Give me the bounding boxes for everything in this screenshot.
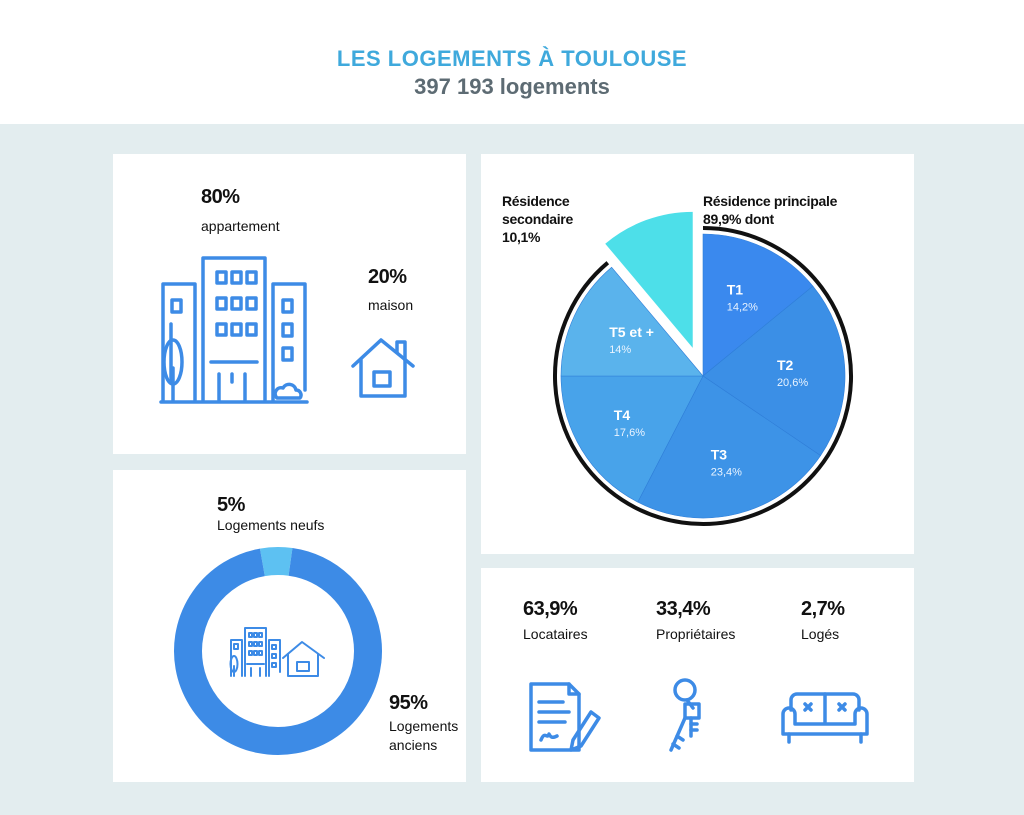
- old-housing-label: Logements anciens: [389, 718, 459, 753]
- apartment-share: 80%: [201, 186, 240, 208]
- t3-name: T3: [711, 446, 728, 462]
- tenants-share: 63,9%: [523, 598, 578, 620]
- t1-label: T1 14,2%: [727, 281, 758, 313]
- page-subtitle: 397 193 logements: [414, 74, 610, 99]
- t4-value: 17,6%: [614, 427, 645, 439]
- residence-pie-chart: T1 14,2% T2 20,6% T3 23,4% T4 17,6% T5 et + 14%: [553, 211, 853, 526]
- header: LES LOGEMENTS À TOULOUSE 397 193 logemen…: [0, 0, 1024, 124]
- housing-age-donut-chart: [174, 547, 382, 755]
- housed-label: Logés: [801, 626, 840, 642]
- house-share: 20%: [368, 266, 407, 288]
- new-housing-label: Logements neufs: [217, 517, 325, 533]
- tenants-label: Locataires: [523, 626, 588, 642]
- housing-age-panel: 5% Logements neufs 95% Logements anciens: [113, 470, 466, 782]
- apartment-building-icon: [159, 256, 309, 404]
- t2-value: 20,6%: [777, 377, 808, 389]
- apartment-label: appartement: [201, 218, 280, 234]
- contract-icon: [529, 682, 601, 752]
- owners-share: 33,4%: [656, 598, 711, 620]
- t3-value: 23,4%: [711, 466, 742, 478]
- new-housing-share: 5%: [217, 494, 245, 516]
- secondary-residence-slice: [605, 211, 693, 348]
- t5-value: 14%: [609, 344, 631, 356]
- t3-label: T3 23,4%: [711, 446, 742, 478]
- t2-label: T2 20,6%: [777, 357, 808, 389]
- buildings-and-house-icon: [229, 627, 325, 677]
- house-icon: [351, 338, 415, 398]
- sofa-icon: [781, 692, 869, 744]
- t1-value: 14,2%: [727, 301, 758, 313]
- t2-slice: [702, 285, 846, 457]
- t1-slice: [702, 233, 814, 377]
- residence-panel: Résidence secondaire 10,1% Résidence pri…: [481, 154, 914, 554]
- t4-name: T4: [614, 407, 631, 423]
- page-title: LES LOGEMENTS À TOULOUSE: [336, 46, 688, 71]
- primary-residence-label: Résidence principale 89,9% dont: [703, 193, 838, 227]
- t4-slice: [560, 375, 704, 503]
- primary-residence-outline: [553, 226, 853, 526]
- t4-label: T4 17,6%: [614, 407, 645, 439]
- t2-name: T2: [777, 357, 794, 373]
- new-housing-arc: [174, 547, 382, 755]
- secondary-residence-label: Résidence secondaire 10,1%: [502, 193, 573, 245]
- t1-name: T1: [727, 281, 744, 297]
- t5-slice: [560, 266, 704, 377]
- housed-share: 2,7%: [801, 598, 845, 620]
- owners-label: Propriétaires: [656, 626, 736, 642]
- t5-label: T5 et + 14%: [609, 324, 654, 356]
- occupancy-panel: 63,9% Locataires 33,4% Propriétaires 2,7…: [481, 568, 914, 782]
- keys-icon: [669, 678, 701, 752]
- old-housing-share: 95%: [389, 692, 428, 714]
- t3-slice: [637, 375, 822, 519]
- housing-type-panel: 80% appartement 20% maison: [113, 154, 466, 454]
- house-label: maison: [368, 297, 414, 313]
- t5-name: T5 et +: [609, 324, 654, 340]
